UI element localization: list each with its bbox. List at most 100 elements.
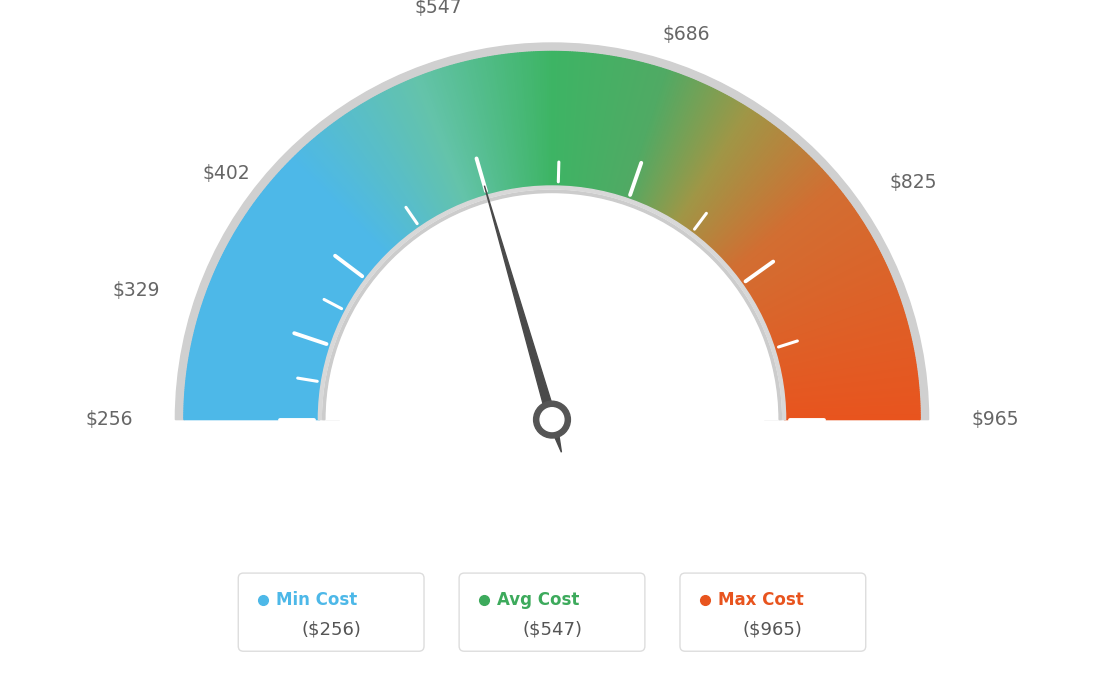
- Wedge shape: [754, 238, 873, 306]
- Wedge shape: [593, 57, 618, 191]
- Text: $402: $402: [203, 164, 251, 184]
- Wedge shape: [555, 52, 559, 188]
- Wedge shape: [636, 77, 688, 204]
- Wedge shape: [317, 135, 405, 241]
- Wedge shape: [243, 219, 358, 294]
- Wedge shape: [618, 67, 659, 197]
- Wedge shape: [686, 119, 766, 231]
- Wedge shape: [434, 70, 479, 199]
- Wedge shape: [755, 240, 874, 308]
- Wedge shape: [671, 104, 743, 221]
- Wedge shape: [208, 288, 335, 338]
- Wedge shape: [556, 52, 561, 188]
- Wedge shape: [649, 86, 709, 210]
- Wedge shape: [247, 210, 361, 289]
- Wedge shape: [719, 164, 819, 259]
- Wedge shape: [336, 121, 416, 232]
- Wedge shape: [676, 108, 750, 224]
- Wedge shape: [716, 159, 814, 257]
- Wedge shape: [189, 359, 322, 383]
- Wedge shape: [772, 302, 901, 346]
- Wedge shape: [664, 97, 731, 217]
- Wedge shape: [641, 80, 696, 206]
- Wedge shape: [410, 79, 464, 206]
- Wedge shape: [661, 95, 728, 215]
- Wedge shape: [184, 401, 320, 409]
- Wedge shape: [217, 265, 341, 324]
- Wedge shape: [784, 397, 920, 406]
- Wedge shape: [624, 70, 668, 199]
- Wedge shape: [688, 121, 768, 232]
- Wedge shape: [212, 277, 338, 331]
- Wedge shape: [184, 399, 320, 408]
- Wedge shape: [700, 136, 788, 242]
- Wedge shape: [400, 83, 457, 208]
- Wedge shape: [361, 104, 433, 221]
- Wedge shape: [722, 169, 824, 263]
- Wedge shape: [755, 242, 875, 309]
- Wedge shape: [782, 359, 915, 383]
- Wedge shape: [404, 82, 459, 207]
- Wedge shape: [333, 122, 415, 233]
- Wedge shape: [188, 362, 322, 385]
- Wedge shape: [784, 401, 920, 409]
- Wedge shape: [197, 324, 328, 360]
- Wedge shape: [238, 224, 355, 297]
- Wedge shape: [233, 234, 351, 304]
- Wedge shape: [200, 310, 330, 352]
- Wedge shape: [204, 297, 333, 344]
- Wedge shape: [709, 148, 803, 249]
- Wedge shape: [321, 132, 407, 239]
- Wedge shape: [543, 52, 548, 188]
- Wedge shape: [206, 290, 335, 339]
- Wedge shape: [617, 66, 657, 197]
- Wedge shape: [561, 52, 569, 188]
- Wedge shape: [693, 128, 777, 236]
- Wedge shape: [226, 246, 347, 312]
- Wedge shape: [208, 286, 336, 337]
- Wedge shape: [779, 346, 913, 375]
- Wedge shape: [216, 267, 341, 325]
- Wedge shape: [209, 284, 336, 335]
- Wedge shape: [781, 357, 915, 382]
- Wedge shape: [678, 110, 753, 225]
- Wedge shape: [195, 326, 328, 362]
- Wedge shape: [469, 60, 501, 193]
- Wedge shape: [386, 90, 449, 212]
- Wedge shape: [307, 144, 399, 246]
- Wedge shape: [199, 313, 330, 353]
- Wedge shape: [692, 126, 776, 235]
- Wedge shape: [322, 190, 782, 420]
- Wedge shape: [185, 390, 320, 402]
- Wedge shape: [758, 250, 880, 314]
- Wedge shape: [784, 408, 920, 414]
- Wedge shape: [205, 295, 333, 342]
- Wedge shape: [445, 67, 486, 197]
- Wedge shape: [486, 57, 511, 191]
- Wedge shape: [408, 80, 463, 206]
- Wedge shape: [767, 282, 894, 334]
- Wedge shape: [773, 304, 902, 348]
- Wedge shape: [190, 351, 323, 377]
- Wedge shape: [432, 71, 477, 200]
- Wedge shape: [776, 322, 907, 359]
- Wedge shape: [673, 106, 747, 223]
- Wedge shape: [385, 90, 448, 213]
- Wedge shape: [449, 66, 489, 197]
- Wedge shape: [176, 43, 928, 420]
- Wedge shape: [701, 137, 790, 243]
- Wedge shape: [578, 54, 596, 189]
- Wedge shape: [438, 69, 481, 199]
- Wedge shape: [193, 335, 326, 368]
- Wedge shape: [541, 52, 546, 188]
- Wedge shape: [192, 342, 325, 372]
- Wedge shape: [677, 109, 751, 224]
- Wedge shape: [474, 59, 505, 193]
- Wedge shape: [619, 68, 661, 198]
- Wedge shape: [499, 55, 520, 190]
- Wedge shape: [713, 155, 809, 253]
- Wedge shape: [191, 346, 325, 375]
- Wedge shape: [684, 118, 765, 230]
- Wedge shape: [488, 57, 512, 191]
- Wedge shape: [739, 199, 849, 282]
